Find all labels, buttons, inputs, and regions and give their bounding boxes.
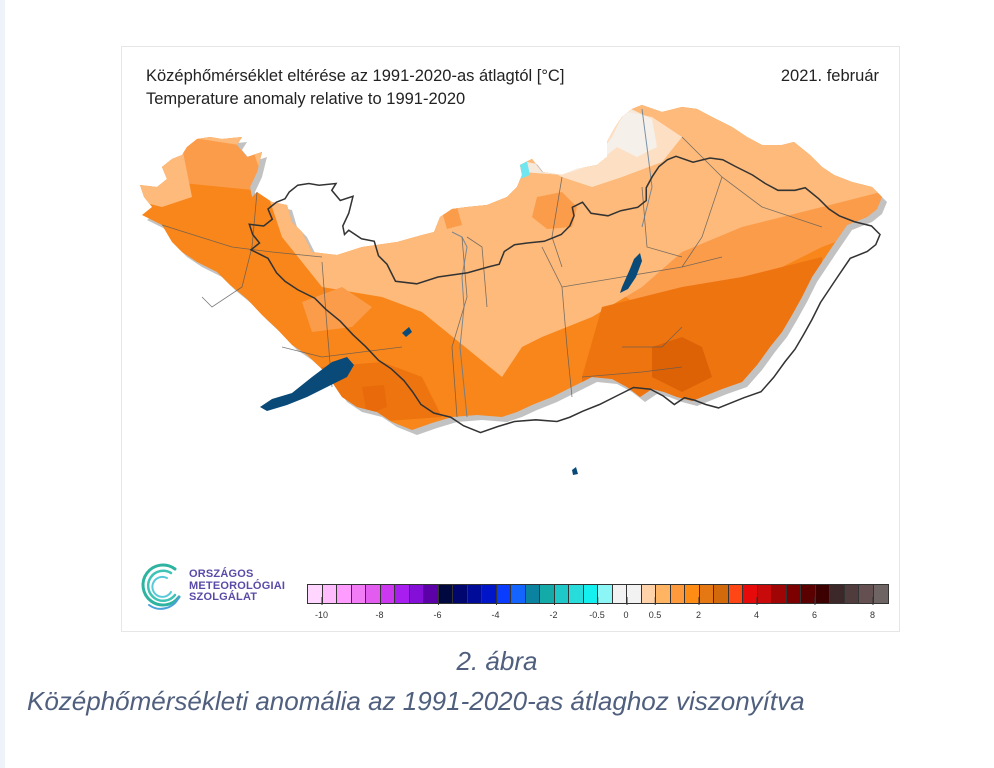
colorbar-tick-label: -0.5 [589, 597, 605, 620]
colorbar-swatch [699, 585, 714, 603]
lake-tisza [620, 253, 642, 293]
swirl-logo-icon [141, 563, 181, 610]
colorbar-swatch [453, 585, 468, 603]
anomaly-map-figure: Középhőmérséklet eltérése az 1991-2020-a… [121, 46, 900, 632]
colorbar-swatch [801, 585, 816, 603]
colorbar-swatch [322, 585, 337, 603]
colorbar-swatch [757, 585, 772, 603]
colorbar-swatch [467, 585, 482, 603]
colorbar-swatch [859, 585, 874, 603]
colorbar-tick-label: -4 [491, 597, 500, 620]
colorbar-swatch [308, 585, 323, 603]
colorbar-swatch [482, 585, 497, 603]
colorbar-tick-label: 6 [812, 597, 817, 620]
colorbar-swatch [395, 585, 410, 603]
lake-velence [402, 327, 412, 337]
colorbar-tick-label: -10 [315, 597, 328, 620]
colorbar-tick-label: -2 [549, 597, 558, 620]
colorbar-legend [307, 584, 889, 604]
page-left-edge [0, 0, 5, 768]
logo-line-1: ORSZÁGOS [189, 568, 254, 580]
colorbar-swatch [525, 585, 540, 603]
colorbar-tick-label: 2 [696, 597, 701, 620]
colorbar-tick-label: 0.5 [649, 597, 661, 620]
colorbar-swatch [844, 585, 859, 603]
colorbar-swatch [511, 585, 526, 603]
lake-south [572, 467, 578, 475]
colorbar-swatch [569, 585, 584, 603]
colorbar-swatch [728, 585, 743, 603]
colorbar-swatch [337, 585, 352, 603]
colorbar-swatch [743, 585, 758, 603]
colorbar-swatch [670, 585, 685, 603]
colorbar-tick-label: 8 [870, 597, 875, 620]
map-title-english: Temperature anomaly relative to 1991-202… [146, 90, 466, 108]
colorbar-swatch [830, 585, 845, 603]
colorbar-tick-label: -8 [375, 597, 384, 620]
colorbar-swatch [714, 585, 729, 603]
colorbar-swatch [598, 585, 613, 603]
colorbar-swatch [554, 585, 569, 603]
colorbar-tick-label: 4 [754, 597, 759, 620]
colorbar-swatch [496, 585, 511, 603]
colorbar-swatch [641, 585, 656, 603]
lake-balaton [260, 357, 354, 411]
figure-number: 2. ábra [456, 646, 538, 676]
figure-caption: Középhőmérsékleti anomália az 1991-2020-… [27, 686, 805, 716]
map-date: 2021. február [780, 67, 879, 85]
colorbar-swatch [873, 585, 888, 603]
colorbar-swatch [409, 585, 424, 603]
colorbar-swatch [612, 585, 627, 603]
colorbar-swatch [380, 585, 395, 603]
colorbar-swatch [366, 585, 381, 603]
colorbar-swatch [685, 585, 700, 603]
colorbar-ticks: -10 -8 -6 -4 -2 -0.5 0 0.5 2 4 6 8 [307, 597, 887, 623]
colorbar-swatch [351, 585, 366, 603]
colorbar-swatch [583, 585, 598, 603]
colorbar-swatch [540, 585, 555, 603]
logo-line-3: SZOLGÁLAT [189, 591, 258, 603]
hungary-anomaly-map [140, 105, 887, 475]
colorbar-swatch [438, 585, 453, 603]
colorbar-swatch [815, 585, 830, 603]
colorbar-tick-label: -6 [433, 597, 442, 620]
colorbar-swatch [627, 585, 642, 603]
colorbar-swatch [424, 585, 439, 603]
omsz-logo: ORSZÁGOS METEOROLÓGIAI SZOLGÁLAT [139, 561, 299, 617]
colorbar-swatch [786, 585, 801, 603]
colorbar-tick-label: 0 [623, 597, 629, 620]
colorbar-swatch [656, 585, 671, 603]
map-title-hungarian: Középhőmérséklet eltérése az 1991-2020-a… [146, 67, 565, 85]
colorbar-swatch [772, 585, 787, 603]
logo-line-2: METEOROLÓGIAI [189, 579, 286, 592]
